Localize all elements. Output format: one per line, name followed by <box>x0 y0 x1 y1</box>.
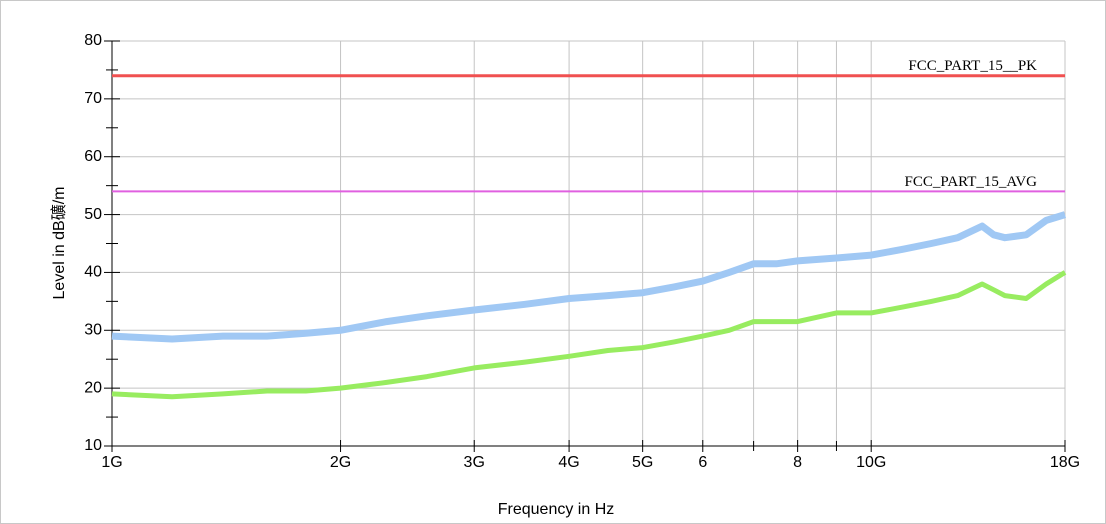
x-tick-label: 10G <box>856 454 886 471</box>
y-tick-label: 70 <box>84 90 102 107</box>
x-tick-label: 6 <box>698 454 707 471</box>
y-tick-label: 50 <box>84 206 102 223</box>
x-axis-label: Frequency in Hz <box>498 501 615 518</box>
y-tick-label: 80 <box>84 32 102 49</box>
series-line <box>111 270 1067 400</box>
x-tick-label: 18G <box>1050 454 1080 471</box>
y-tick-label: 20 <box>84 379 102 396</box>
y-tick-label: 10 <box>84 437 102 454</box>
x-tick-label: 8 <box>793 454 802 471</box>
x-tick-label: 3G <box>464 454 485 471</box>
y-tick-label: 40 <box>84 264 102 281</box>
series-line <box>111 211 1067 343</box>
y-tick-label: 30 <box>84 322 102 339</box>
limit-label: FCC_PART_15__PK <box>908 58 1037 74</box>
x-tick-label: 5G <box>632 454 653 471</box>
y-axis-label: Level in dB礦/m <box>50 187 68 300</box>
x-tick-label: 2G <box>330 454 351 471</box>
limit-label: FCC_PART_15_AVG <box>905 174 1038 190</box>
y-tick-label: 60 <box>84 148 102 165</box>
x-tick-label: 1G <box>101 454 122 471</box>
x-tick-label: 4G <box>558 454 579 471</box>
